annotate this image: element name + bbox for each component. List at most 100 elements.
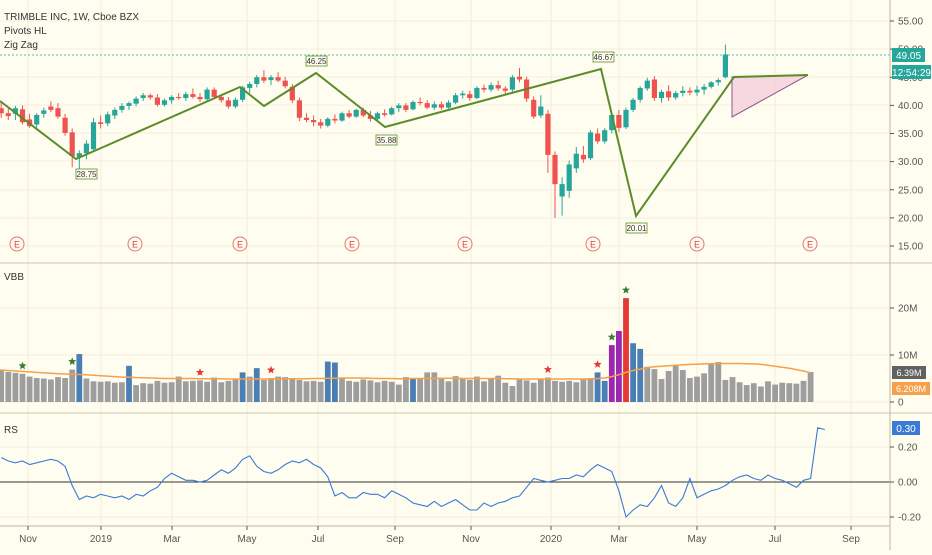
- volume-bar: [62, 378, 68, 402]
- volume-bar: [530, 382, 537, 402]
- pivot-label-text: 20.01: [626, 224, 647, 233]
- legend-symbol[interactable]: TRIMBLE INC, 1W, Cboe BZX: [4, 12, 139, 23]
- time-tick-label: Jul: [312, 534, 325, 545]
- candle-body: [531, 99, 537, 117]
- rs-pane[interactable]: RS: [0, 425, 890, 519]
- candle-body: [254, 77, 260, 84]
- volume-bar: [658, 378, 665, 402]
- earnings-marker[interactable]: E: [232, 236, 248, 252]
- earnings-marker[interactable]: E: [9, 236, 25, 252]
- candle-body: [609, 114, 615, 131]
- candle: [509, 75, 515, 92]
- volume-bar: [424, 372, 431, 402]
- volume-bar: [140, 383, 147, 402]
- candle-body: [19, 109, 26, 123]
- time-tick-label: 2019: [90, 534, 113, 545]
- volume-bar: [786, 383, 793, 402]
- candle-body: [353, 109, 359, 117]
- candle: [538, 95, 544, 118]
- volume-bar: [97, 381, 104, 402]
- volume-star: [18, 361, 27, 370]
- candle-body: [126, 103, 132, 106]
- legend-zigzag[interactable]: Zig Zag: [4, 40, 38, 51]
- volume-bar: [800, 380, 807, 402]
- zigzag-line: [0, 67, 809, 219]
- volume-bar: [332, 362, 338, 402]
- price-tick-label: 55.00: [898, 17, 923, 28]
- earnings-marker[interactable]: E: [344, 236, 360, 252]
- pivot-label-text: 46.67: [593, 53, 614, 62]
- volume-bar: [488, 378, 494, 402]
- rs-axis[interactable]: 0.20 0.00 -0.20: [890, 443, 921, 524]
- volume-bar: [346, 380, 352, 402]
- candle: [701, 84, 707, 95]
- candle: [460, 90, 466, 99]
- volume-bar: [374, 382, 381, 402]
- candle-body: [211, 89, 217, 97]
- candle: [410, 100, 416, 111]
- volume-bar: [679, 370, 686, 402]
- candle: [651, 76, 657, 101]
- candle-body: [48, 106, 54, 110]
- candle-body: [62, 117, 68, 133]
- candle: [431, 101, 437, 110]
- candle: [197, 93, 203, 102]
- candle: [687, 87, 693, 96]
- volume-bar: [119, 382, 125, 402]
- pivot-label: 20.01: [625, 222, 648, 234]
- candle: [83, 140, 89, 160]
- rs-tick-label: 0.00: [898, 478, 918, 489]
- candle-body: [431, 104, 437, 108]
- candle-body: [573, 153, 579, 169]
- time-tick-label: 2020: [540, 534, 563, 545]
- volume-bar: [104, 381, 111, 402]
- candle-body: [424, 103, 430, 108]
- time-axis[interactable]: Nov 2019 Mar May Jul Sep Nov 2020 Mar May Jul Sep: [19, 526, 860, 545]
- volume-bar: [367, 380, 374, 402]
- volume-bar: [481, 381, 487, 402]
- price-pane[interactable]: 28.75 46.25 35.88 46.67 20.01 E E E E E E E E T…: [0, 12, 890, 252]
- candle-body: [453, 95, 459, 103]
- candle-body: [318, 122, 324, 126]
- volume-bar: [19, 373, 26, 402]
- candle: [666, 85, 672, 101]
- candle-body: [204, 89, 210, 100]
- candle-body: [367, 115, 373, 119]
- time-tick-label: May: [688, 534, 707, 545]
- earnings-marker[interactable]: E: [689, 236, 705, 252]
- candle-body: [651, 79, 657, 99]
- volume-bar: [303, 381, 310, 402]
- earnings-marker[interactable]: E: [802, 236, 818, 252]
- volume-bar: [672, 365, 679, 402]
- vbb-pane[interactable]: VBB: [0, 272, 814, 402]
- candle-body: [240, 87, 246, 100]
- vbb-title: VBB: [4, 272, 24, 283]
- candle: [403, 103, 409, 113]
- candle: [247, 81, 253, 93]
- candle: [481, 84, 487, 93]
- volume-bar: [90, 381, 97, 402]
- candle-body: [566, 164, 572, 191]
- earnings-marker[interactable]: E: [127, 236, 143, 252]
- candle: [488, 82, 494, 92]
- candle-body: [232, 99, 239, 107]
- time-tick-label: Nov: [462, 534, 480, 545]
- candle: [474, 86, 480, 100]
- legend-pivots[interactable]: Pivots HL: [4, 26, 47, 37]
- volume-bar: [48, 379, 54, 402]
- vbb-axis[interactable]: 20M 10M 0: [890, 304, 917, 409]
- candle-body: [190, 94, 196, 97]
- volume-bar: [182, 381, 189, 402]
- candle-body: [673, 93, 679, 98]
- volume-bar: [69, 369, 76, 402]
- rs-badge: 0.30: [892, 421, 920, 435]
- candle: [566, 160, 572, 198]
- volume-bar: [239, 372, 246, 402]
- volume-bar: [807, 371, 814, 402]
- earnings-marker[interactable]: E: [585, 236, 601, 252]
- earnings-marker[interactable]: E: [457, 236, 473, 252]
